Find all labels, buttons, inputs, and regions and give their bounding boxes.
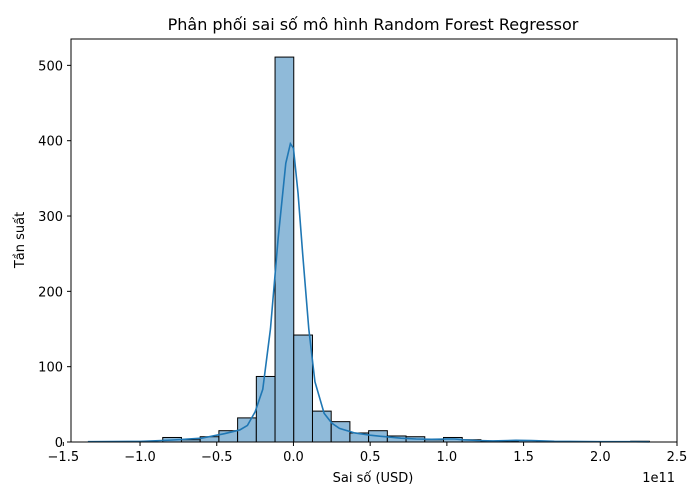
histogram-bar <box>311 410 332 443</box>
histogram-bar <box>255 375 276 443</box>
plot-frame <box>70 38 678 443</box>
y-axis-label: Tần suất <box>13 212 28 269</box>
x-tick-label: 1.0 <box>437 450 458 465</box>
bars-layer <box>162 56 650 443</box>
y-tick-label: 500 <box>38 59 63 74</box>
histogram-bar <box>293 334 313 443</box>
x-offset-label: 1e11 <box>642 471 675 486</box>
chart-title: Phân phối sai số mô hình Random Forest R… <box>168 15 579 34</box>
x-tick-label: 2.5 <box>667 450 688 465</box>
x-tick-label: 0.0 <box>283 450 304 465</box>
x-tick-label: 2.0 <box>590 450 611 465</box>
x-tick-label: −1.0 <box>124 450 156 465</box>
y-tick-label: 100 <box>38 361 63 376</box>
axes-layer: −1.5 −1.0 −0.5 0.0 0.5 1.0 1.5 2.0 2.5 0 100 200 300… <box>38 38 688 465</box>
y-tick-label: 0 <box>55 436 63 451</box>
x-tick-label: −0.5 <box>201 450 233 465</box>
y-tick-label: 200 <box>38 285 63 300</box>
y-tick-label: 400 <box>38 135 63 150</box>
kde-curve <box>87 141 650 443</box>
y-tick-label: 300 <box>38 210 63 225</box>
x-tick-label: 1.5 <box>513 450 534 465</box>
x-axis-label: Sai số (USD) <box>333 471 414 486</box>
x-tick-label: 0.5 <box>360 450 381 465</box>
kde-layer <box>87 141 650 443</box>
x-tick-label: −1.5 <box>48 450 80 465</box>
